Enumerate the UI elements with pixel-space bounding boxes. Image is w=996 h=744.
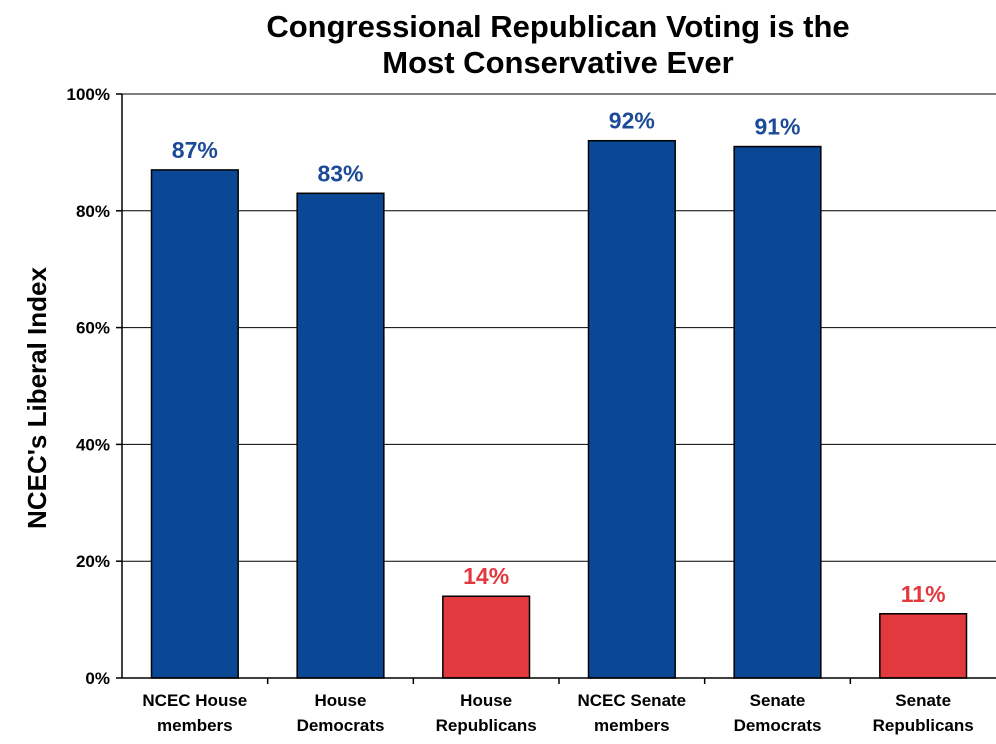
data-label-3: 92% [609,108,655,134]
x-category-label-1-0: House [315,691,367,710]
bar-4 [733,145,822,679]
bar-1 [296,192,385,679]
ticks: 0% 20% 40% 60% 80% 100% NCEC House members House… [67,85,974,735]
bar-0 [150,169,239,679]
x-category-label-4-0: Senate [750,691,806,710]
y-tick-label: 80% [76,202,110,221]
data-label-0: 87% [172,137,218,163]
chart-title-line-1: Congressional Republican Voting is the [266,9,850,44]
y-tick-label: 100% [67,85,110,104]
y-tick-label: 40% [76,435,110,454]
x-category-label-5-1: Republicans [873,716,974,735]
bars [150,139,968,679]
data-label-4: 91% [754,114,800,140]
chart-title-line-2: Most Conservative Ever [382,45,734,80]
y-tick-label: 60% [76,319,110,338]
bar-3 [587,139,676,679]
y-tick-label: 0% [85,669,110,688]
y-axis-title: NCEC's Liberal Index [22,267,52,529]
bar-2 [442,595,531,679]
y-tick-label: 20% [76,552,110,571]
gridlines [122,93,996,562]
x-category-label-5-0: Senate [895,691,951,710]
x-category-label-3-0: NCEC Senate [578,691,687,710]
data-label-5: 11% [901,581,946,607]
x-category-label-2-1: Republicans [436,716,537,735]
data-label-2: 14% [463,563,509,589]
data-label-1: 83% [317,160,363,186]
x-category-label-0-1: members [157,716,233,735]
x-category-label-4-1: Democrats [734,716,822,735]
bar-5 [879,613,968,679]
x-category-label-2-0: House [460,691,512,710]
data-labels: 87% 83% 14% 92% 91% 11% [172,108,946,607]
x-category-label-1-1: Democrats [297,716,385,735]
axes [121,94,996,679]
x-category-label-3-1: members [594,716,670,735]
x-category-label-0-0: NCEC House [142,691,247,710]
